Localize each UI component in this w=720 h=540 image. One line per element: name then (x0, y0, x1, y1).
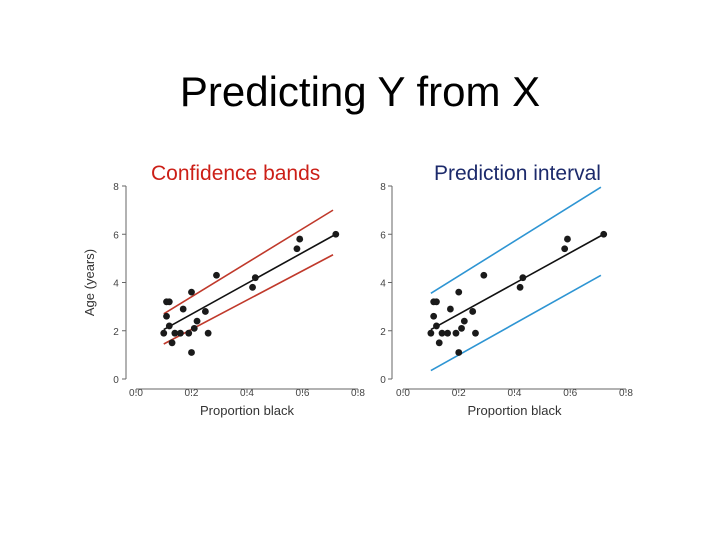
plot1-data-point (251, 274, 259, 282)
plot1-data-point (188, 288, 195, 296)
plot1-data-point (296, 235, 304, 243)
plot1-data-point (179, 305, 187, 313)
plot2-x-tick-label: 0.6 (563, 388, 577, 399)
plot2-prediction-band-lower (430, 274, 602, 372)
plot1-data-point (193, 317, 201, 325)
plot1-regression-line (163, 233, 337, 331)
plot2-data-point (561, 245, 569, 253)
caption-prediction-interval: Prediction interval (434, 162, 601, 185)
plot1-data-point (177, 329, 184, 337)
plot1-y-tick-label: 4 (113, 279, 119, 290)
plot1-x-tick-label: 0.6 (296, 388, 310, 399)
plot2-data-point (455, 288, 463, 296)
plot2-data-point (455, 349, 463, 356)
plot1-data-point (163, 312, 170, 320)
plot2-data-point (519, 274, 527, 282)
plot1-data-point (249, 283, 256, 291)
plot2-data-point (472, 329, 479, 337)
plot2-y-tick-label: 0 (380, 375, 386, 386)
plot1-data-point (204, 329, 212, 337)
plot1-data-point (293, 245, 301, 253)
plot2-data-point (446, 305, 454, 313)
plot2-x-tick-label: 0.2 (452, 388, 466, 399)
plot2-regression-line (430, 233, 605, 331)
plot1-data-point (168, 339, 176, 347)
plot2-data-point (458, 324, 465, 332)
plot2-y-tick-label: 6 (380, 230, 386, 241)
plot2-data-point (435, 339, 443, 347)
plot2-data-point (444, 329, 451, 337)
plot2-prediction-band-upper (430, 186, 602, 295)
plot1-y-tick-label: 2 (113, 327, 119, 338)
plot2-data-point (433, 298, 440, 306)
plot2-x-tick-label: 0.8 (619, 388, 633, 399)
plot1-data-point (332, 230, 340, 238)
plot1-confidence-band-upper (163, 209, 334, 315)
plot2-data-point (452, 329, 460, 337)
caption-confidence-bands: Confidence bands (151, 162, 321, 185)
plot1-data-point (201, 308, 209, 315)
plot1-x-tick-label: 0.8 (351, 388, 365, 399)
plot1-y-tick-label: 0 (113, 375, 119, 386)
plot2-data-point (480, 271, 488, 279)
plot2-x-tick-label: 0.0 (396, 388, 410, 399)
plot2-y-tick-label: 4 (380, 279, 386, 290)
plot1-y-tick-label: 8 (113, 182, 119, 193)
plot2-data-point (427, 329, 435, 337)
plot2-x-tick-label: 0.4 (508, 388, 522, 399)
plot1-data-point (171, 329, 179, 337)
plot1-y-axis-label: Age (years) (82, 249, 97, 316)
plot2-y-tick-label: 8 (380, 182, 386, 193)
plot2-x-axis-label: Proportion black (468, 403, 562, 418)
plot1-x-axis-label: Proportion black (200, 403, 294, 418)
plot2-data-point (600, 230, 608, 238)
plot1-x-tick-label: 0.2 (185, 388, 199, 399)
plot1-y-tick-label: 6 (113, 230, 119, 241)
plot1-data-point (160, 329, 168, 337)
plot2-data-point (460, 317, 468, 325)
plot2-y-tick-label: 2 (380, 327, 386, 338)
plot1-data-point (185, 329, 193, 337)
plot2-data-point (430, 312, 438, 320)
plot1-x-tick-label: 0.4 (240, 388, 254, 399)
plot2-data-point (516, 283, 524, 291)
plot1-data-point (188, 349, 195, 356)
slide-title: Predicting Y from X (179, 68, 541, 115)
plot2-data-point (438, 329, 446, 337)
plot2-data-point (469, 308, 477, 315)
plot1-data-point (213, 271, 220, 279)
plot1-data-point (190, 324, 198, 332)
plot1-x-tick-label: 0.0 (129, 388, 143, 399)
plot1-data-point (165, 298, 173, 306)
plot1-data-point (165, 322, 173, 330)
plot2-data-point (564, 235, 571, 243)
plot2-data-point (433, 322, 440, 330)
